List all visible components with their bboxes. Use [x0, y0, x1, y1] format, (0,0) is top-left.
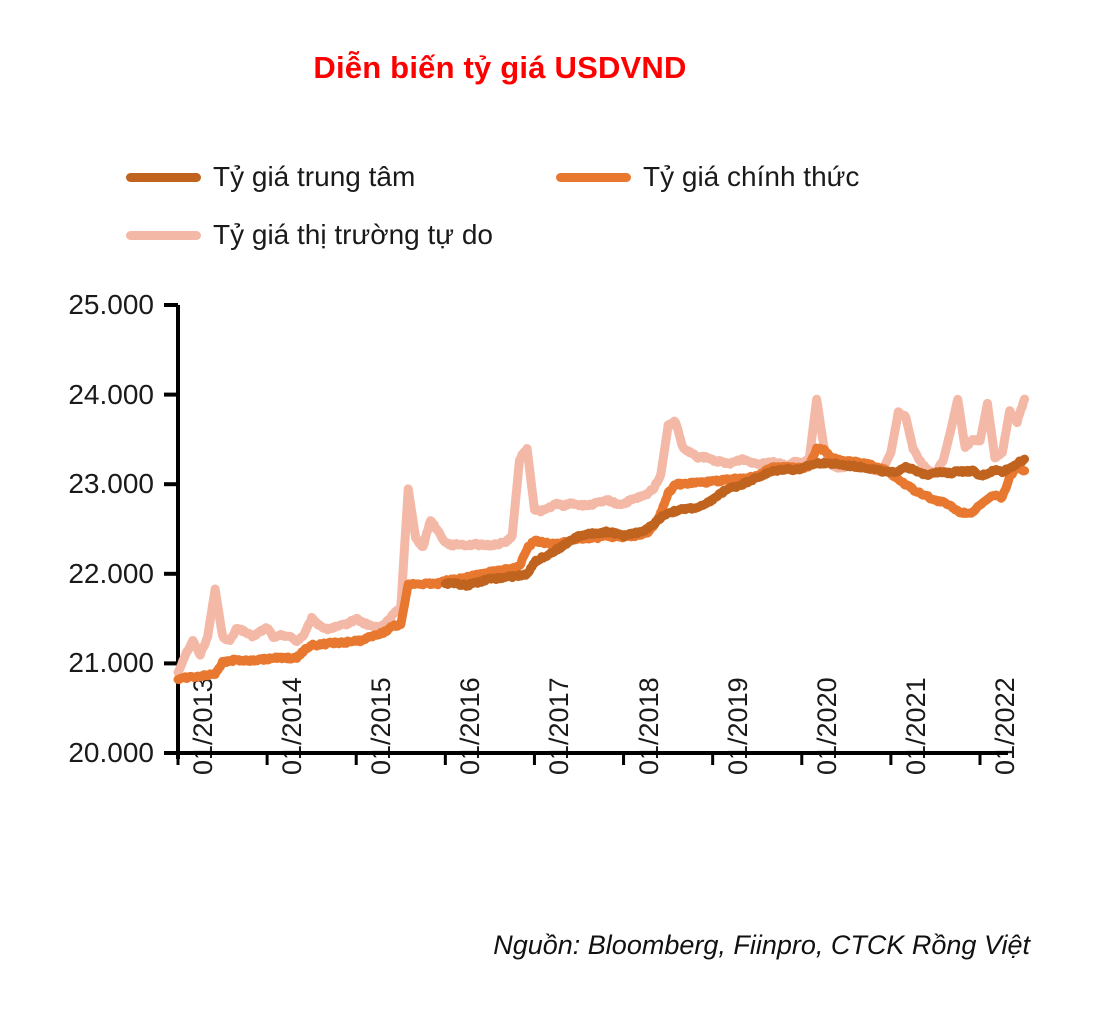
- x-tick-label: 01/2021: [900, 677, 931, 775]
- x-tick-label: 01/2017: [544, 677, 575, 775]
- x-tick-label: 01/2018: [633, 677, 664, 775]
- legend-row-2: Tỷ giá thị trường tự do: [126, 206, 1006, 264]
- chart-legend: Tỷ giá trung tâm Tỷ giá chính thức Tỷ gi…: [126, 148, 1006, 264]
- legend-label-official: Tỷ giá chính thức: [643, 161, 860, 192]
- x-tick-label: 01/2019: [722, 677, 753, 775]
- source-note: Nguồn: Bloomberg, Fiinpro, CTCK Rồng Việ…: [493, 930, 1030, 960]
- y-axis-labels: 20.000 21.000 22.000 23.000 24.000 25.000: [28, 0, 154, 1010]
- y-tick-label: 23.000: [68, 468, 154, 500]
- legend-label-free-market: Tỷ giá thị trường tự do: [213, 219, 493, 250]
- legend-item-central[interactable]: Tỷ giá trung tâm: [126, 161, 556, 193]
- y-tick-label: 22.000: [68, 557, 154, 589]
- legend-swatch-central: [126, 172, 201, 182]
- legend-item-official[interactable]: Tỷ giá chính thức: [556, 161, 859, 193]
- x-tick-label: 01/2015: [366, 677, 397, 775]
- x-tick-label: 01/2022: [990, 677, 1020, 775]
- chart-title: Diễn biến tỷ giá USDVND: [313, 50, 687, 85]
- x-tick-label: 01/2014: [277, 677, 308, 775]
- legend-item-free-market[interactable]: Tỷ giá thị trường tự do: [126, 219, 556, 251]
- x-tick-label: 01/2013: [188, 677, 218, 775]
- y-tick-label: 21.000: [68, 647, 154, 679]
- y-tick-label: 25.000: [68, 289, 154, 320]
- x-tick-label: 01/2020: [811, 677, 842, 775]
- y-tick-label: 24.000: [68, 378, 154, 410]
- legend-row-1: Tỷ giá trung tâm Tỷ giá chính thức: [126, 148, 1006, 206]
- legend-swatch-free-market: [126, 230, 201, 240]
- y-tick-label: 20.000: [68, 737, 154, 768]
- legend-label-central: Tỷ giá trung tâm: [213, 161, 416, 192]
- legend-swatch-official: [556, 172, 631, 182]
- x-tick-label: 01/2016: [455, 677, 486, 775]
